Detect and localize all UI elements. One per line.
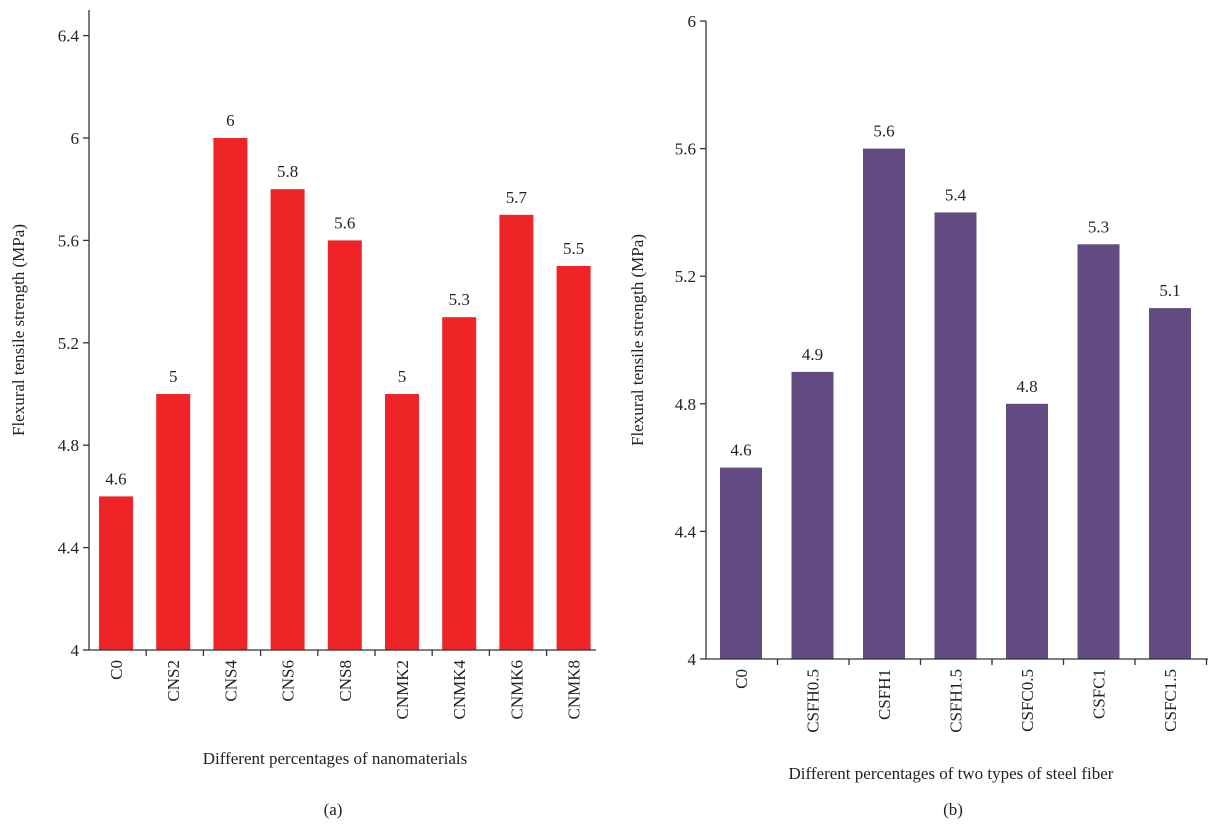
x-tick-label-b: CSFH1.5	[947, 669, 966, 733]
y-ticks-b: 4 4.4 4.8 5.2 5.6 6	[675, 12, 706, 669]
y-tick-label-a: 4.8	[58, 436, 79, 455]
data-labels-a: 4.6 5 6 5.8 5.6 5 5.3 5.7 5.5	[105, 111, 584, 488]
x-ticks-b: C0 CSFH0.5 CSFH1 CSFH1.5 CSFC0.5 CSFC1 CSFC1.5	[732, 659, 1208, 733]
bars-b	[720, 148, 1191, 660]
data-label-b: 4.8	[1016, 377, 1037, 396]
data-label-a: 5.3	[449, 290, 470, 309]
bar-a-cns6	[270, 189, 305, 650]
data-label-a: 5	[169, 367, 178, 386]
bar-a-cnmk6	[499, 214, 534, 651]
data-label-b: 5.6	[873, 122, 894, 141]
y-ticks-a: 4 4.4 4.8 5.2 5.6 6 6.4	[58, 27, 89, 660]
x-tick-label-a: CNS6	[279, 660, 298, 702]
bars-a	[99, 138, 591, 651]
y-tick-label-a: 4.4	[58, 539, 80, 558]
y-tick-label-b: 4.4	[675, 522, 697, 541]
data-label-b: 5.4	[945, 185, 967, 204]
y-tick-label-b: 5.2	[675, 267, 696, 286]
bar-a-cnmk4	[442, 317, 477, 650]
x-ticks-a: C0 CNS2 CNS4 CNS6 CNS8 CNMK2 CNMK4 CNMK6 CNMK8	[107, 650, 584, 720]
x-axis-title-b: Different percentages of two types of st…	[789, 764, 1114, 783]
bar-b-csfc0-5	[1006, 403, 1048, 659]
x-tick-label-b: CSFC0.5	[1018, 669, 1037, 732]
y-axis-title-b: Flexural tensile strength (MPa)	[628, 234, 647, 446]
bar-b-csfc1-5	[1149, 308, 1191, 659]
bar-a-cns8	[327, 240, 362, 650]
x-tick-label-b: C0	[732, 669, 751, 689]
y-tick-label-b: 4	[688, 650, 697, 669]
x-tick-label-b: CSFH0.5	[804, 669, 823, 733]
bar-b-csfh1-5	[934, 212, 977, 659]
y-tick-label-b: 4.8	[675, 395, 696, 414]
bar-a-cns4	[213, 138, 248, 650]
y-tick-label-a: 4	[71, 641, 80, 660]
panel-label-b: (b)	[943, 800, 963, 819]
data-label-b: 4.6	[730, 441, 751, 460]
chart-panel-b: 4.64.95.65.44.85.35.1 44.44.85.25.66 C0 C…	[628, 12, 1208, 819]
x-tick-label-a: CNS4	[221, 660, 240, 702]
data-label-a: 5.8	[277, 162, 298, 181]
data-label-b: 5.3	[1088, 217, 1109, 236]
panel-label-a: (a)	[324, 800, 343, 819]
x-tick-label-a: CNMK6	[507, 660, 526, 720]
data-labels-b: 4.6 4.9 5.6 5.4 4.8 5.3 5.1	[730, 122, 1180, 460]
y-axis-title-a: Flexural tensile strength (MPa)	[9, 224, 28, 436]
x-tick-label-a: CNS8	[336, 660, 355, 702]
x-axis-title-a: Different percentages of nanomaterials	[203, 749, 467, 768]
data-label-a: 5.7	[506, 188, 528, 207]
data-label-b: 5.1	[1159, 281, 1180, 300]
y-tick-label-a: 5.2	[58, 334, 79, 353]
bar-b-c0	[720, 467, 762, 659]
x-tick-label-a: CNMK4	[450, 660, 469, 720]
data-label-a: 5.6	[334, 213, 355, 232]
bar-a-c0	[99, 496, 133, 650]
data-label-a: 4.6	[105, 469, 126, 488]
x-tick-label-a: CNMK8	[565, 660, 584, 720]
x-tick-label-b: CSFC1	[1090, 669, 1109, 719]
bar-a-cns2	[156, 394, 191, 650]
y-tick-label-b: 6	[688, 12, 697, 31]
x-tick-label-a: CNMK2	[393, 660, 412, 720]
bar-b-csfc1	[1077, 244, 1120, 660]
data-label-a: 6	[226, 111, 235, 130]
bar-a-cnmk2	[385, 394, 419, 650]
data-label-a: 5.5	[563, 239, 584, 258]
bar-b-csfh1	[863, 148, 905, 659]
y-tick-label-b: 5.6	[675, 140, 696, 159]
x-tick-label-b: CSFC1.5	[1161, 669, 1180, 732]
data-label-b: 4.9	[802, 345, 823, 364]
y-tick-label-a: 6	[71, 129, 80, 148]
x-tick-label-a: C0	[107, 660, 126, 680]
data-label-a: 5	[398, 367, 407, 386]
y-tick-label-a: 5.6	[58, 231, 79, 250]
y-tick-label-a: 6.4	[58, 27, 80, 46]
x-tick-label-a: CNS2	[164, 660, 183, 702]
bar-a-cnmk8	[556, 266, 591, 650]
bar-b-csfh0-5	[791, 371, 834, 659]
x-tick-label-b: CSFH1	[875, 669, 894, 720]
